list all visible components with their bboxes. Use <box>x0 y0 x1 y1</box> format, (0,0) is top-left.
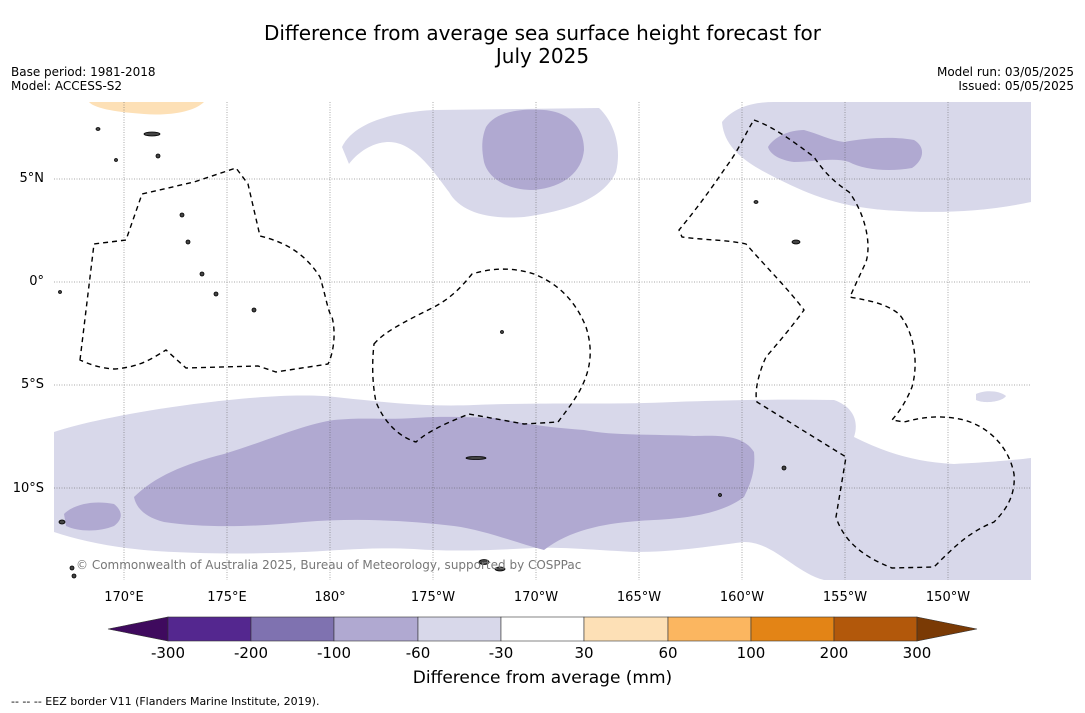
island <box>465 456 487 460</box>
lon-label-155w: 155°W <box>822 590 868 605</box>
island <box>753 200 759 204</box>
lon-label-175w: 175°W <box>410 590 456 605</box>
lat-label-5s: 5°S <box>20 377 44 392</box>
colorbar-extend-low <box>107 616 169 642</box>
island <box>478 559 490 565</box>
eez-border-west <box>79 167 335 373</box>
colorbar-segment <box>333 616 419 642</box>
eez-border-east <box>678 119 1015 569</box>
colorbar-tick: 100 <box>736 644 766 662</box>
colorbar-tick: 30 <box>574 644 594 662</box>
colorbar-tick: -30 <box>488 644 514 662</box>
colorbar-segment <box>750 616 835 642</box>
meta-right: Model run: 03/05/2025 Issued: 05/05/2025 <box>937 65 1074 93</box>
lat-label-5n: 5°N <box>19 171 45 186</box>
anomaly-core-south-west <box>64 502 121 531</box>
colorbar-tick: 60 <box>658 644 678 662</box>
island <box>95 127 101 131</box>
island <box>199 271 205 277</box>
eez-legend-note: -- -- -- EEZ border V11 (Flanders Marine… <box>11 695 320 708</box>
island <box>143 131 161 137</box>
islands <box>58 127 801 579</box>
anomaly-region-east-islet <box>976 391 1006 403</box>
colorbar-segment <box>167 616 252 642</box>
island <box>791 239 801 245</box>
copyright-notice: © Commonwealth of Australia 2025, Bureau… <box>76 558 582 572</box>
title-line-1: Difference from average sea surface heig… <box>263 21 822 45</box>
colorbar-segment <box>417 616 502 642</box>
island <box>494 566 506 572</box>
lon-label-170e: 170°E <box>104 590 144 605</box>
lon-label-175e: 175°E <box>207 590 247 605</box>
lon-label-150w: 150°W <box>925 590 971 605</box>
island <box>179 212 185 218</box>
model-name: Model: ACCESS-S2 <box>11 79 123 93</box>
island <box>69 565 75 571</box>
sea-height-map <box>54 102 1031 580</box>
anomaly-positive-patch <box>89 102 204 115</box>
colorbar-tick: 300 <box>902 644 932 662</box>
island <box>185 239 191 245</box>
island <box>71 573 77 579</box>
issued-date: Issued: 05/05/2025 <box>958 79 1074 93</box>
eez-border-center <box>371 268 591 443</box>
colorbar-tick: -300 <box>150 644 186 662</box>
anomaly-core-south <box>134 416 755 550</box>
colorbar-tick: 200 <box>819 644 849 662</box>
lon-label-180: 180° <box>314 590 346 605</box>
island <box>114 158 118 162</box>
island <box>718 493 722 497</box>
island <box>781 465 787 471</box>
colorbar-extend-high <box>916 616 978 642</box>
lat-label-10s: 10°S <box>12 481 44 496</box>
title-line-2: July 2025 <box>495 44 590 68</box>
colorbar <box>107 616 978 642</box>
island <box>213 291 219 297</box>
base-period: Base period: 1981-2018 <box>11 65 156 79</box>
model-run: Model run: 03/05/2025 <box>936 65 1074 79</box>
island <box>251 307 257 313</box>
lat-label-0: 0° <box>29 274 44 289</box>
lon-label-165w: 165°W <box>616 590 662 605</box>
island <box>500 330 504 334</box>
colorbar-tick: -200 <box>233 644 269 662</box>
anomaly-core-north-center <box>482 109 584 190</box>
eez-borders <box>79 119 1015 569</box>
colorbar-title: Difference from average (mm) <box>412 668 673 688</box>
graticule <box>54 102 1031 580</box>
island <box>58 290 62 294</box>
lon-label-160w: 160°W <box>719 590 765 605</box>
colorbar-segment <box>500 616 585 642</box>
colorbar-segment <box>833 616 918 642</box>
map-title: Difference from average sea surface heig… <box>0 22 1085 68</box>
island <box>155 153 161 159</box>
colorbar-segment <box>250 616 335 642</box>
colorbar-segment <box>667 616 752 642</box>
colorbar-tick: -100 <box>316 644 352 662</box>
colorbar-segment <box>583 616 669 642</box>
colorbar-tick: -60 <box>405 644 431 662</box>
lon-label-170w: 170°W <box>513 590 559 605</box>
meta-left: Base period: 1981-2018 Model: ACCESS-S2 <box>11 65 156 93</box>
island <box>58 519 66 525</box>
